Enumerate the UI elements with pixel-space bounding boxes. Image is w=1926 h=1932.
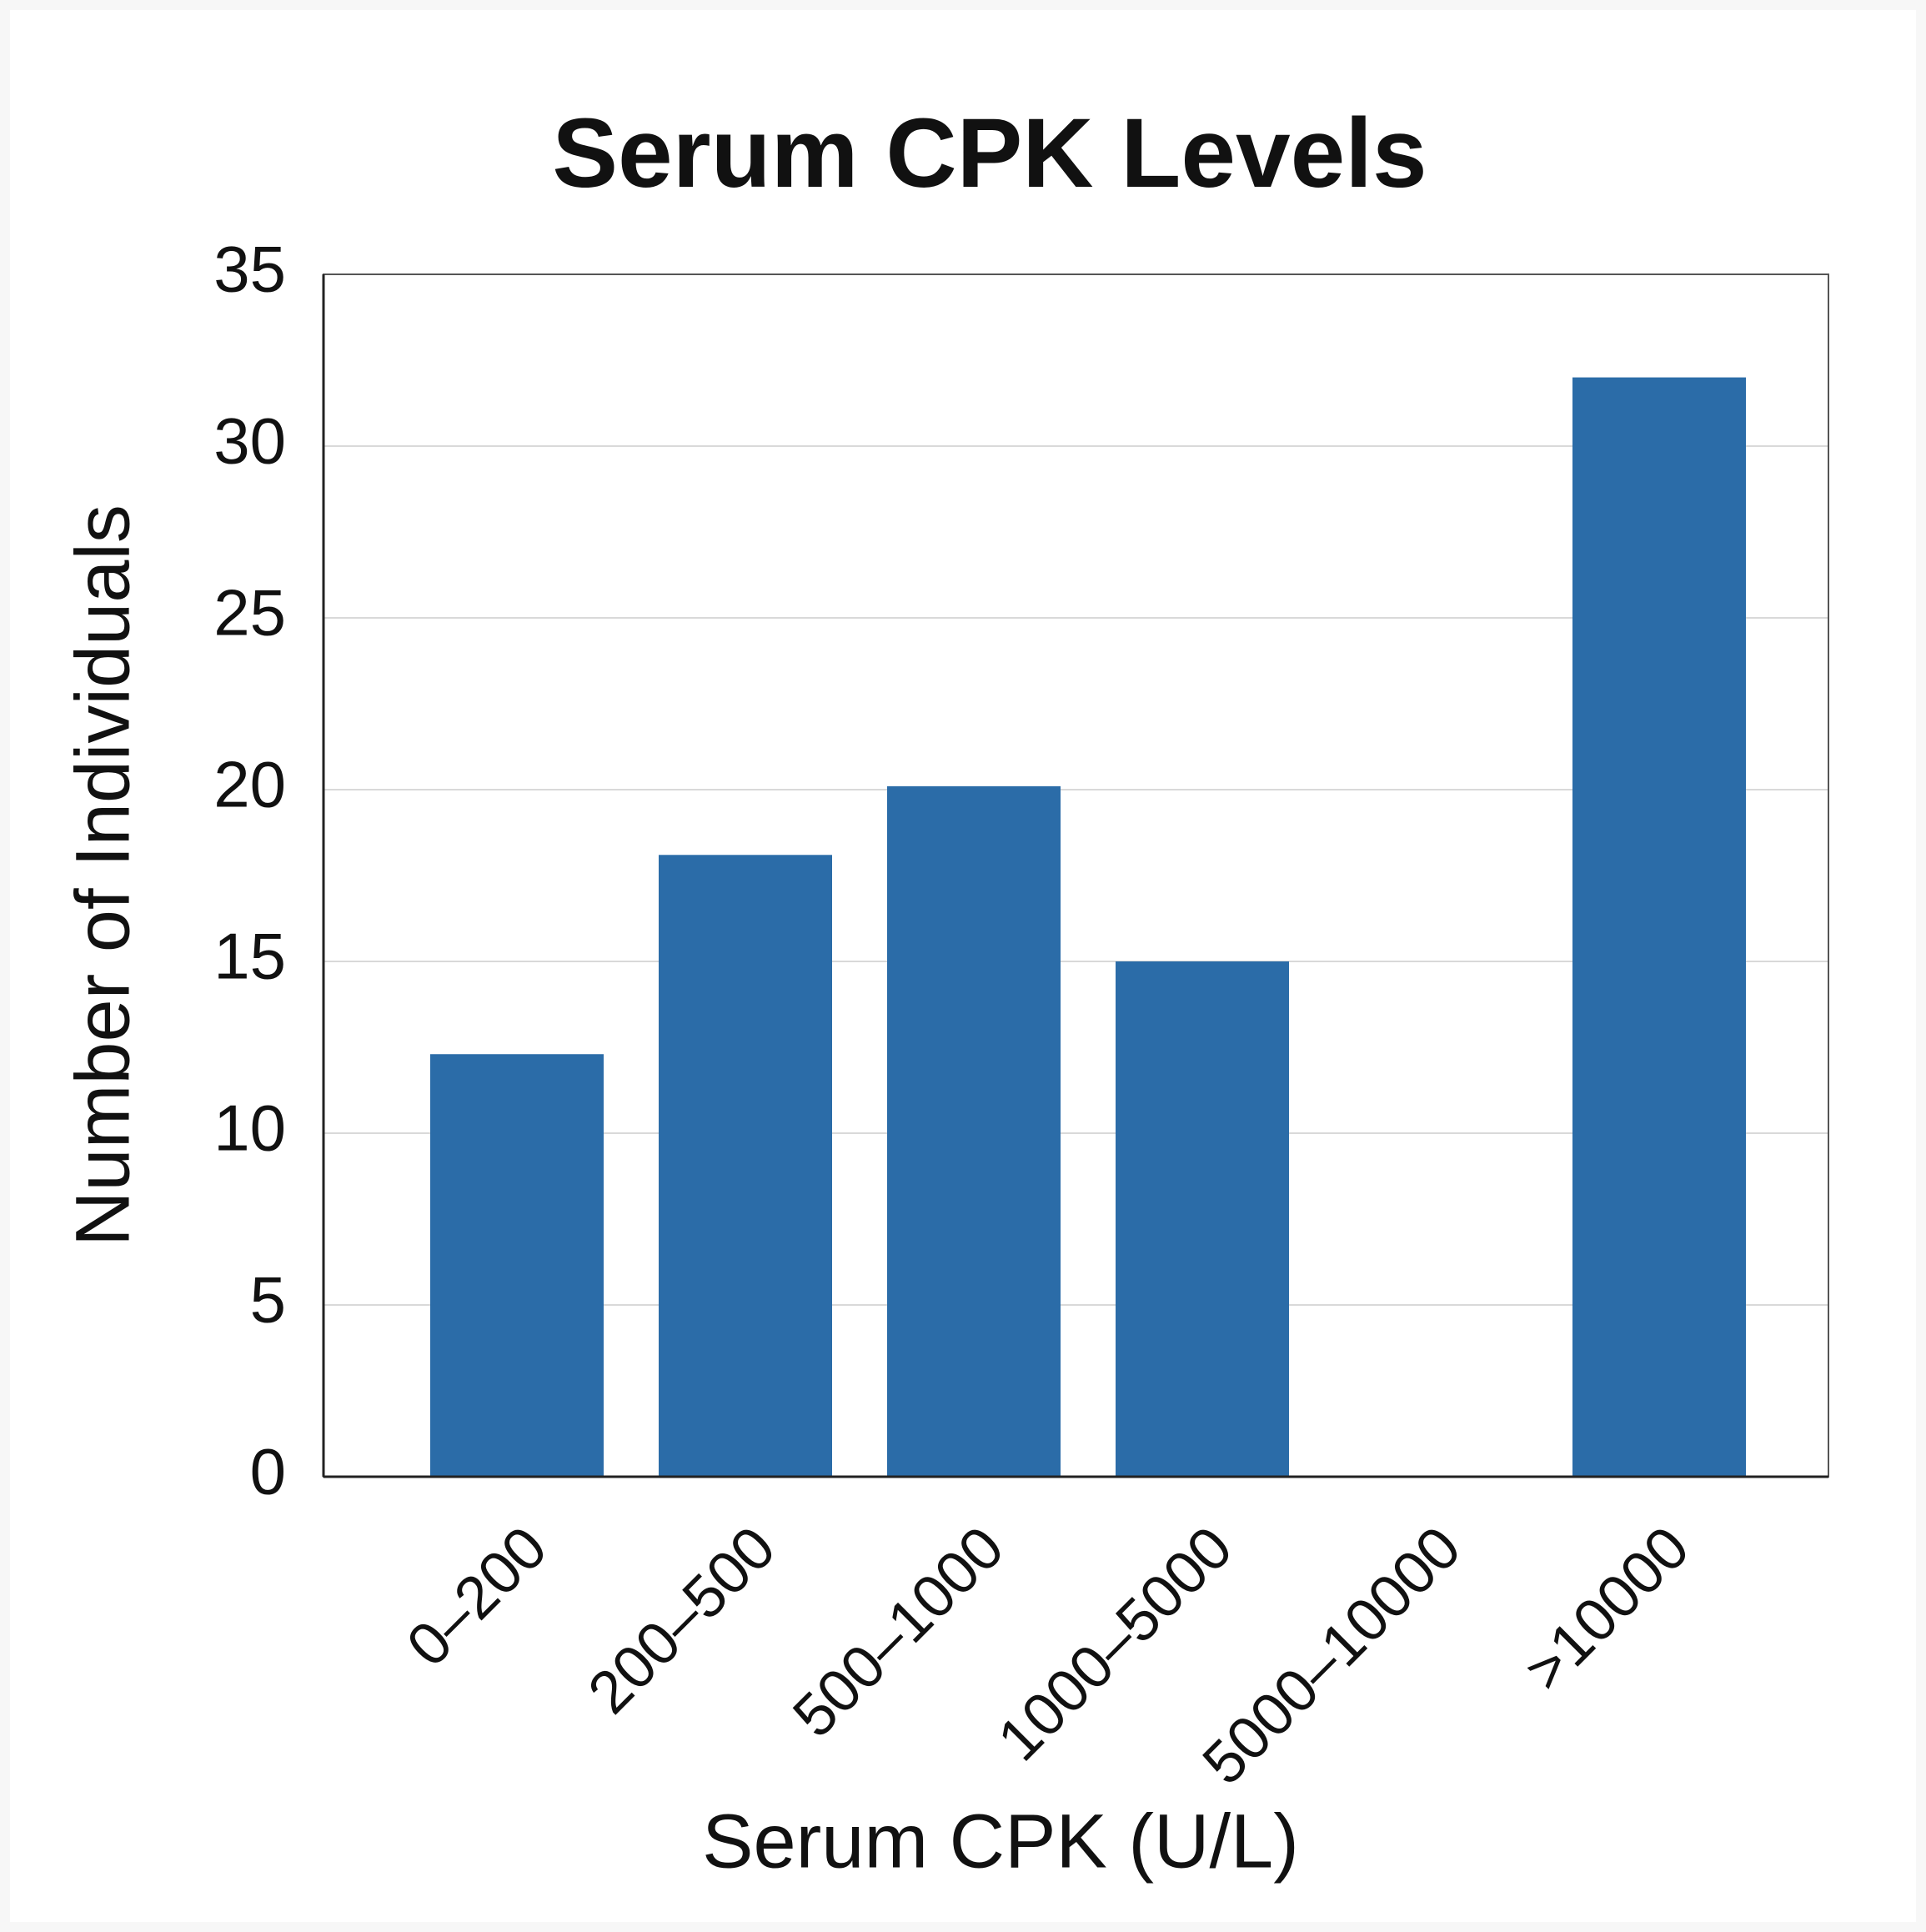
y-tick-label: 30 bbox=[213, 404, 286, 478]
chart-title: Serum CPK Levels bbox=[552, 98, 1427, 208]
bar bbox=[430, 1054, 604, 1477]
y-tick-label: 25 bbox=[213, 576, 286, 650]
bar bbox=[887, 785, 1061, 1477]
y-tick-label: 20 bbox=[213, 748, 286, 821]
y-tick-label: 0 bbox=[250, 1435, 286, 1508]
y-axis-label: Number of Individuals bbox=[60, 504, 145, 1247]
bar bbox=[1572, 377, 1746, 1478]
x-axis-label: Serum CPK (U/L) bbox=[702, 1799, 1299, 1884]
y-tick-label: 5 bbox=[250, 1263, 286, 1337]
bar bbox=[659, 855, 832, 1477]
bar bbox=[1116, 961, 1289, 1477]
y-tick-label: 15 bbox=[213, 920, 286, 993]
y-tick-label: 35 bbox=[213, 233, 286, 306]
y-tick-label: 10 bbox=[213, 1091, 286, 1165]
